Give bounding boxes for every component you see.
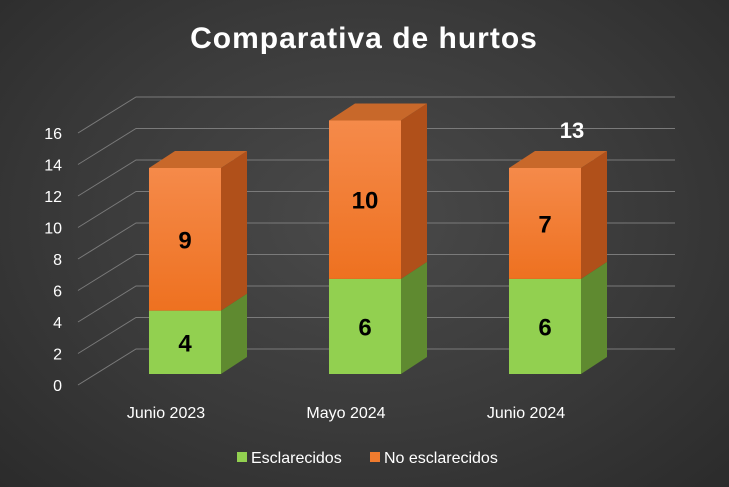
- x-category-label: Junio 2023: [127, 405, 205, 422]
- data-label: 7: [538, 211, 551, 238]
- chart-title: Comparativa de hurtos: [190, 22, 538, 55]
- bar-segment: [329, 120, 401, 279]
- bar-side: [221, 293, 247, 374]
- y-axis-ticks: 0 2 4 6 8 10 12 14 16: [44, 126, 62, 395]
- data-label: 9: [178, 227, 191, 254]
- bar-top: [149, 151, 247, 168]
- bar-segment: [509, 278, 581, 374]
- bar-segment: [149, 168, 221, 311]
- bar-top: [329, 103, 427, 121]
- y-tick-label: 4: [53, 315, 62, 332]
- y-tick-label: 8: [53, 252, 62, 269]
- bar-side: [401, 103, 427, 279]
- gridline: [77, 159, 675, 197]
- bars: 4 9 6 10 6 7 13: [149, 103, 607, 374]
- y-tick-label: 2: [53, 347, 62, 364]
- y-tick-label: 10: [44, 221, 62, 238]
- gridline: [77, 348, 675, 386]
- y-tick-label: 6: [53, 284, 62, 301]
- gridline: [77, 191, 675, 228]
- gridline: [77, 254, 675, 291]
- legend-swatch: [237, 452, 247, 462]
- bar-side: [401, 261, 427, 374]
- bar-top: [509, 151, 607, 168]
- bar-side: [221, 151, 247, 311]
- x-axis-labels: Junio 2023 Mayo 2024 Junio 2024: [127, 405, 565, 422]
- bar-segment: [329, 278, 401, 374]
- x-category-label: Mayo 2024: [306, 405, 385, 422]
- data-label: 6: [538, 314, 551, 341]
- y-tick-label: 0: [53, 378, 62, 395]
- data-label: 4: [178, 330, 192, 357]
- gridline: [77, 96, 675, 134]
- bar-side: [581, 261, 607, 374]
- legend-label: No esclarecidos: [384, 450, 498, 467]
- y-tick-label: 16: [44, 126, 62, 143]
- gridline: [77, 285, 675, 323]
- bar-segment: [149, 310, 221, 374]
- data-label: 10: [352, 188, 379, 215]
- x-category-label: Junio 2024: [487, 405, 565, 422]
- gridlines: [77, 96, 675, 386]
- bar-segment: [509, 168, 581, 279]
- legend-label: Esclarecidos: [251, 450, 342, 467]
- legend: Esclarecidos No esclarecidos: [237, 450, 498, 467]
- data-label: 6: [358, 314, 371, 341]
- y-tick-label: 12: [44, 189, 62, 206]
- legend-swatch: [370, 452, 380, 462]
- total-label: 13: [560, 118, 584, 143]
- legend-item: No esclarecidos: [370, 450, 498, 467]
- y-tick-label: 14: [44, 158, 62, 175]
- legend-item: Esclarecidos: [237, 450, 342, 467]
- gridline: [77, 317, 675, 354]
- gridline: [77, 128, 675, 165]
- bar-side: [581, 151, 607, 279]
- gridline: [77, 222, 675, 260]
